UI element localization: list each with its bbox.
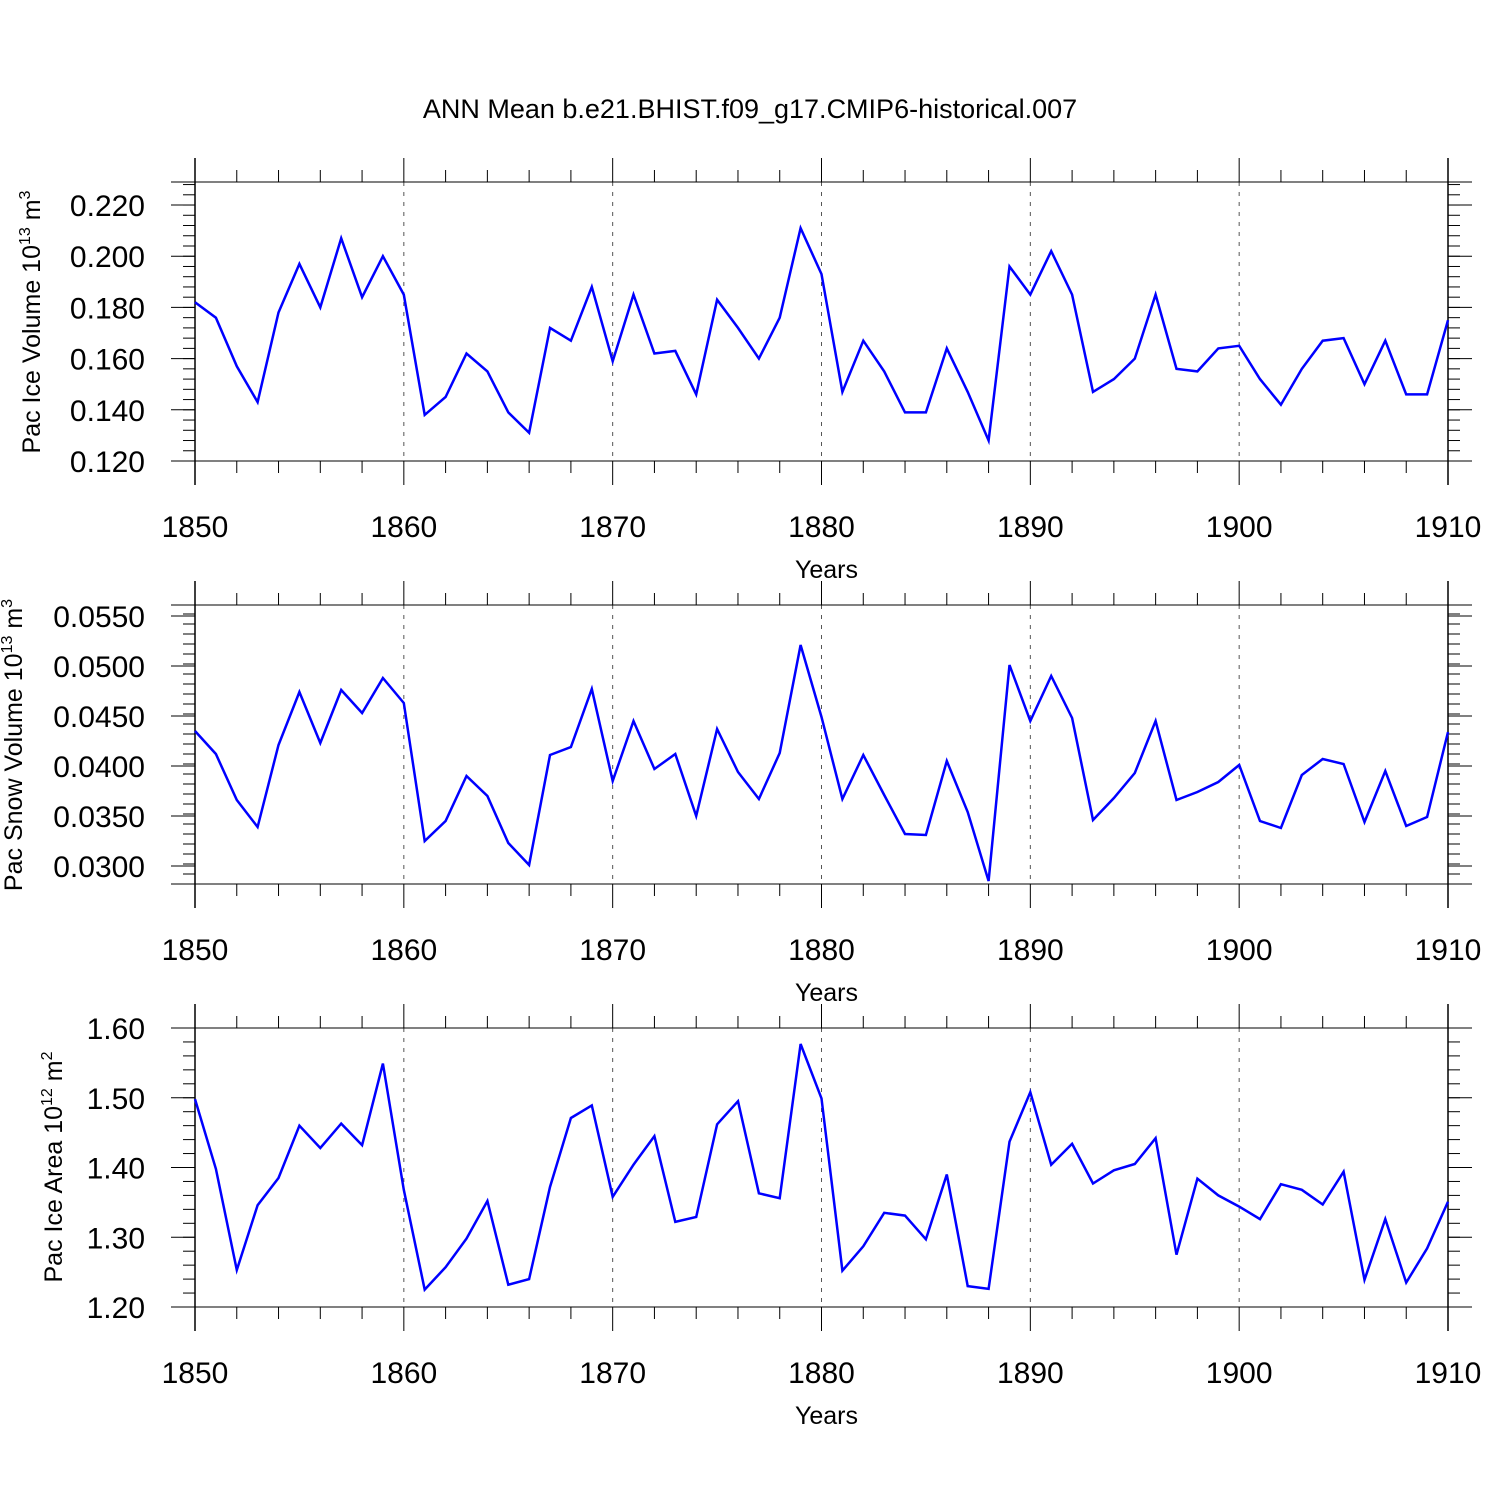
- y-axis-title-text: Pac Ice Area 10: [40, 1106, 68, 1283]
- panel-ice-area: 1.20 1.30 1.40 1.50 1.60 1850 1860 1870 1880 1890…: [39, 1004, 1481, 1430]
- x-tick-label: 1880: [788, 934, 855, 967]
- x-tick-label: 1850: [162, 1357, 229, 1390]
- y-tick-label: 0.200: [70, 241, 145, 274]
- y-tick-label: 0.0350: [53, 801, 145, 834]
- x-tick-label: 1860: [370, 1357, 437, 1390]
- y-tick-label: 0.220: [70, 190, 145, 223]
- x-tick-label: 1850: [162, 934, 229, 967]
- y-axis-title: Pac Snow Volume 1013 m3: [0, 599, 28, 891]
- x-tick-label: 1900: [1206, 1357, 1273, 1390]
- x-tick-label: 1890: [997, 511, 1064, 544]
- x-tick-label: 1860: [370, 934, 437, 967]
- x-tick-label: 1870: [579, 934, 646, 967]
- y-axis-title-unit: m: [0, 608, 28, 636]
- series-line: [193, 1043, 1450, 1293]
- y-tick-label: 1.20: [87, 1292, 145, 1325]
- y-axis-title: Pac Ice Area 1012 m2: [39, 1051, 68, 1282]
- y-tick-label: 1.40: [87, 1153, 145, 1186]
- x-tick-label: 1870: [579, 1357, 646, 1390]
- x-tick-label: 1910: [1415, 511, 1482, 544]
- x-tick-label: 1870: [579, 511, 646, 544]
- series-line: [194, 224, 1450, 446]
- figure-title: ANN Mean b.e21.BHIST.f09_g17.CMIP6-histo…: [423, 94, 1077, 124]
- x-tick-label: 1850: [162, 511, 229, 544]
- x-tick-label: 1900: [1206, 511, 1273, 544]
- y-axis-title-unit-exponent: 3: [0, 599, 16, 608]
- y-tick-label: 1.50: [87, 1083, 145, 1116]
- y-axis-title-unit: m: [18, 199, 46, 227]
- y-tick-label: 0.160: [70, 344, 145, 377]
- y-tick-label: 0.0550: [53, 601, 145, 634]
- x-axis-title: Years: [795, 556, 858, 584]
- y-axis-title-unit: m: [40, 1060, 68, 1088]
- x-tick-label: 1880: [788, 1357, 855, 1390]
- y-axis-title-exponent: 12: [39, 1088, 56, 1106]
- y-axis-title-text: Pac Ice Volume 10: [18, 245, 46, 453]
- x-tick-label: 1910: [1415, 1357, 1482, 1390]
- x-tick-label: 1910: [1415, 934, 1482, 967]
- panel-ice-volume: 0.120 0.140 0.160 0.180 0.200 0.220 1850 1860 18…: [17, 158, 1481, 584]
- y-tick-label: 0.140: [70, 395, 145, 428]
- x-tick-label: 1890: [997, 1357, 1064, 1390]
- y-axis-title: Pac Ice Volume 1013 m3: [17, 190, 46, 453]
- y-axis-title-exponent: 13: [0, 636, 16, 654]
- series-line: [194, 644, 1450, 882]
- panel-snow-volume: 0.0300 0.0350 0.0400 0.0450 0.0500 0.0550 1850…: [0, 581, 1481, 1007]
- y-tick-label: 0.120: [70, 446, 145, 479]
- x-tick-label: 1880: [788, 511, 855, 544]
- y-tick-label: 1.30: [87, 1222, 145, 1255]
- x-tick-label: 1890: [997, 934, 1064, 967]
- y-axis-title-unit-exponent: 2: [39, 1051, 56, 1060]
- x-axis-title: Years: [795, 1402, 858, 1430]
- y-tick-label: 1.60: [87, 1013, 145, 1046]
- y-axis-title-unit-exponent: 3: [17, 190, 34, 199]
- y-tick-label: 0.0450: [53, 701, 145, 734]
- y-axis-title-exponent: 13: [17, 227, 34, 245]
- x-tick-label: 1900: [1206, 934, 1273, 967]
- x-axis-title: Years: [795, 979, 858, 1007]
- y-tick-label: 0.0500: [53, 651, 145, 684]
- y-tick-label: 0.0400: [53, 751, 145, 784]
- x-tick-label: 1860: [370, 511, 437, 544]
- y-axis-title-text: Pac Snow Volume 10: [0, 653, 28, 891]
- y-tick-label: 0.0300: [53, 851, 145, 884]
- y-tick-label: 0.180: [70, 292, 145, 325]
